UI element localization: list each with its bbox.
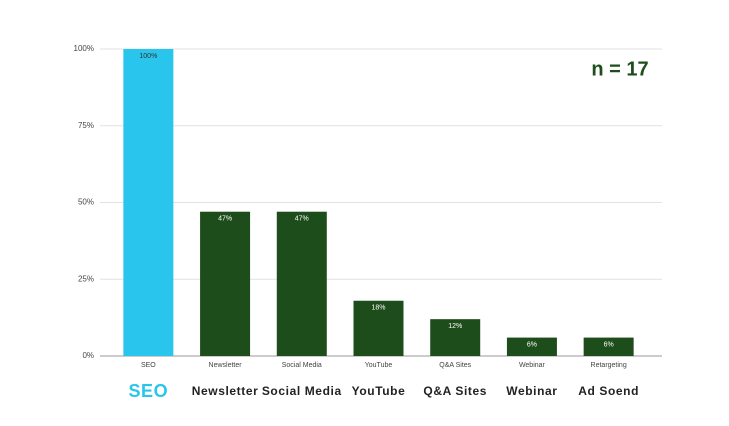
x-tick-label: Retargeting <box>591 362 627 369</box>
value-label: 12% <box>448 323 462 330</box>
value-label: 6% <box>527 341 537 348</box>
value-label: 47% <box>295 216 309 223</box>
y-tick-label: 75% <box>78 121 94 130</box>
bar <box>430 319 481 356</box>
y-tick-label: 50% <box>78 198 94 207</box>
bar <box>276 211 327 356</box>
x-tick-label: Webinar <box>519 362 546 369</box>
value-label: 47% <box>218 216 232 223</box>
x-tick-label: Social Media <box>282 362 322 369</box>
x-tick-label: SEO <box>141 362 156 369</box>
y-tick-label: 25% <box>78 274 94 283</box>
bar <box>200 211 251 356</box>
bar <box>583 337 634 356</box>
highlight-label: SEO <box>128 381 168 401</box>
highlight-label: Ad Soend <box>578 384 639 398</box>
value-label: 6% <box>604 341 614 348</box>
value-label: 18% <box>371 305 385 312</box>
bar <box>506 337 557 356</box>
highlight-label: Q&A Sites <box>423 384 487 398</box>
sample-size: n = 17 <box>591 58 648 80</box>
highlight-label: Social Media <box>262 384 342 398</box>
y-tick-label: 100% <box>74 44 94 53</box>
highlight-label: Newsletter <box>192 384 259 398</box>
value-label: 100% <box>139 53 157 60</box>
x-tick-label: Q&A Sites <box>439 362 471 369</box>
highlight-label: YouTube <box>352 384 406 398</box>
y-tick-label: 0% <box>82 351 94 360</box>
bar <box>353 300 404 356</box>
bar <box>123 49 174 356</box>
highlight-label: Webinar <box>506 384 557 398</box>
x-tick-label: Newsletter <box>209 362 243 369</box>
x-tick-label: YouTube <box>365 362 393 369</box>
